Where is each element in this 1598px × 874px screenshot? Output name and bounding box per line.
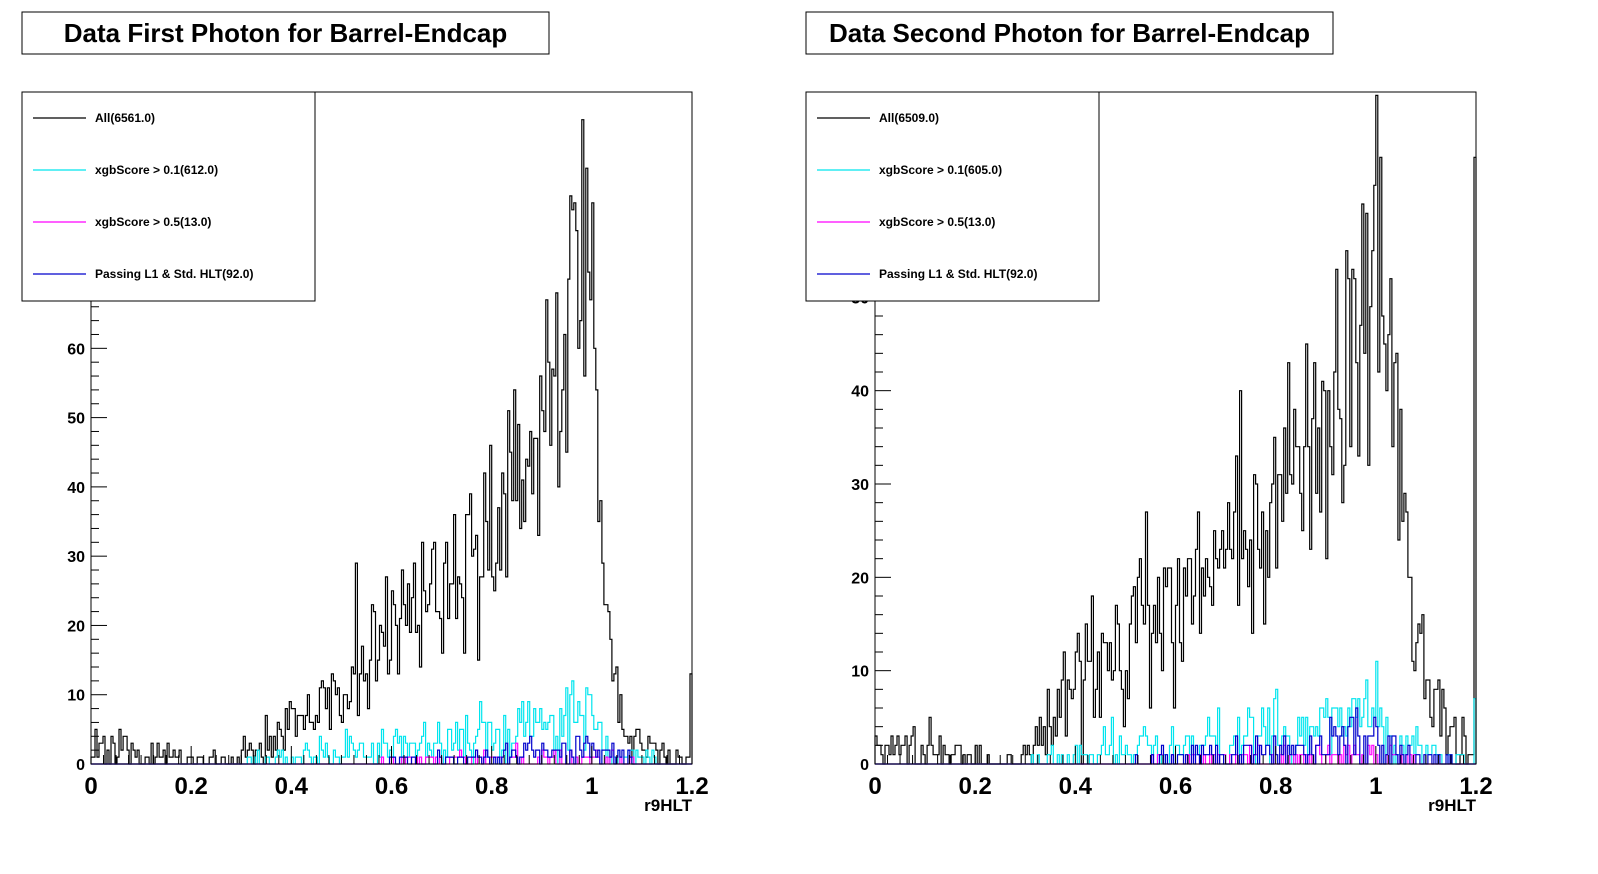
x-tick-label: 0.4 (275, 773, 309, 800)
title-box (805, 11, 1334, 55)
legend-entry-4: Passing L1 & Std. HLT(92.0) (879, 267, 1037, 281)
y-tick-label: 20 (851, 570, 869, 587)
y-tick-label: 40 (67, 480, 85, 497)
x-tick-label: 0.2 (958, 773, 991, 800)
y-tick-label: 50 (67, 411, 85, 428)
y-tick-label: 60 (67, 341, 85, 358)
series-line-1 (874, 94, 1477, 765)
y-tick-label: 40 (851, 384, 869, 401)
x-tick-label: 0.6 (375, 773, 408, 800)
y-tick-label: 10 (851, 664, 869, 681)
legend-box (21, 91, 316, 302)
legend-entry-1: All(6561.0) (95, 111, 155, 125)
legend-entry-3: xgbScore > 0.5(13.0) (95, 215, 211, 229)
x-tick-label: 1 (585, 773, 598, 800)
x-axis-label: r9HLT (644, 796, 692, 815)
chart-title: Data Second Photon for Barrel-Endcap (829, 18, 1310, 48)
x-tick-label: 0.6 (1159, 773, 1192, 800)
x-tick-label: 0.2 (174, 773, 207, 800)
x-tick-label: 1 (1369, 773, 1382, 800)
series-line-1 (90, 119, 693, 765)
y-tick-label: 30 (67, 549, 85, 566)
x-tick-label: 0.4 (1059, 773, 1093, 800)
x-tick-label: 0 (84, 773, 97, 800)
y-tick-label: 30 (851, 477, 869, 494)
legend-entry-2: xgbScore > 0.1(605.0) (879, 163, 1002, 177)
legend-entry-2: xgbScore > 0.1(612.0) (95, 163, 218, 177)
y-tick-label: 0 (860, 757, 869, 774)
chart-title: Data First Photon for Barrel-Endcap (64, 18, 508, 48)
y-tick-label: 0 (76, 757, 85, 774)
y-tick-label: 10 (67, 688, 85, 705)
x-tick-label: 1.2 (1459, 773, 1492, 800)
y-tick-label: 20 (67, 618, 85, 635)
legend-box (805, 91, 1100, 302)
x-tick-label: 0.8 (1259, 773, 1292, 800)
x-axis-label: r9HLT (1428, 796, 1476, 815)
x-tick-label: 0.8 (475, 773, 508, 800)
legend-entry-4: Passing L1 & Std. HLT(92.0) (95, 267, 253, 281)
legend-entry-1: All(6509.0) (879, 111, 939, 125)
legend-entry-3: xgbScore > 0.5(13.0) (879, 215, 995, 229)
title-box (21, 11, 550, 55)
x-tick-label: 1.2 (675, 773, 708, 800)
x-tick-label: 0 (868, 773, 881, 800)
